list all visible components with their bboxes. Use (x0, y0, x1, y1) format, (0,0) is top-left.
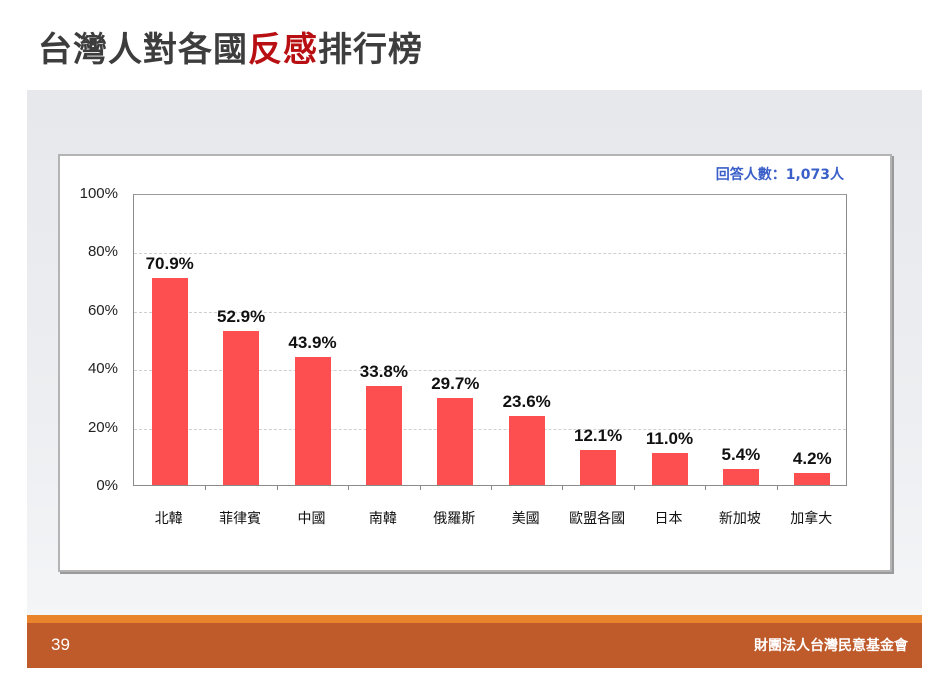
category-label: 北韓 (154, 511, 183, 527)
category-label: 俄羅斯 (433, 511, 476, 527)
category-label: 新加坡 (718, 511, 761, 527)
x-tick (205, 485, 207, 490)
gridline (134, 253, 846, 255)
value-label: 11.0% (645, 428, 694, 448)
y-tick-label: 0% (96, 477, 118, 494)
bar (722, 469, 759, 485)
footer-accent-line (27, 615, 922, 623)
x-tick (562, 485, 564, 490)
category-label: 中國 (297, 511, 326, 527)
y-tick-label: 60% (87, 301, 118, 319)
organization-name: 財團法人台灣民意基金會 (754, 638, 908, 654)
x-tick (776, 485, 778, 490)
bar (223, 330, 260, 485)
chart-frame: 回答人數：1,073人 0% 20% 40% 60% 80% 100% 70.9% 52.9%… (58, 154, 892, 572)
y-tick-label: 80% (87, 243, 118, 261)
y-tick-label: 20% (87, 418, 118, 436)
bar (151, 277, 188, 485)
value-label: 52.9% (216, 306, 266, 326)
bar (437, 398, 474, 485)
category-label: 美國 (511, 511, 540, 527)
y-tick-label: 100% (79, 185, 118, 202)
bar (508, 416, 545, 485)
category-label: 歐盟各國 (569, 511, 626, 527)
value-label: 12.1% (573, 425, 623, 445)
x-tick (419, 485, 421, 490)
bar (580, 449, 617, 485)
value-label: 43.9% (288, 332, 337, 352)
bar (294, 356, 331, 485)
plot-area: 0% 20% 40% 60% 80% 100% 70.9% 52.9% 43.9% 33.8% 29… (80, 185, 847, 494)
bar (794, 472, 831, 485)
x-tick (276, 485, 278, 490)
category-label: 加拿大 (790, 511, 833, 527)
page-title: 台灣人對各國反感排行榜 (38, 22, 423, 71)
x-tick (705, 485, 707, 490)
bar (651, 452, 688, 485)
title-highlight: 反感 (248, 30, 318, 70)
category-label: 菲律賓 (219, 511, 262, 527)
gridline (134, 370, 846, 372)
title-text-end: 排行榜 (318, 30, 423, 70)
x-tick (491, 485, 492, 490)
value-label: 33.8% (359, 362, 408, 382)
gridline (134, 428, 846, 430)
footer: 39 財團法人台灣民意基金會 (27, 623, 922, 668)
category-label: 日本 (654, 511, 683, 527)
x-tick (348, 485, 350, 490)
bar (365, 386, 402, 485)
value-label: 5.4% (721, 445, 761, 465)
respondents-count: 回答人數：1,073人 (715, 167, 844, 183)
page-number: 39 (51, 635, 70, 654)
value-label: 4.2% (792, 448, 832, 468)
gridline (134, 311, 846, 313)
title-text: 台灣人對各國 (38, 30, 248, 70)
x-tick (633, 485, 635, 490)
y-tick-label: 40% (87, 360, 118, 378)
category-label: 南韓 (368, 511, 397, 527)
value-label: 29.7% (431, 374, 480, 394)
value-label: 23.6% (502, 392, 551, 412)
value-label: 70.9% (145, 253, 194, 273)
